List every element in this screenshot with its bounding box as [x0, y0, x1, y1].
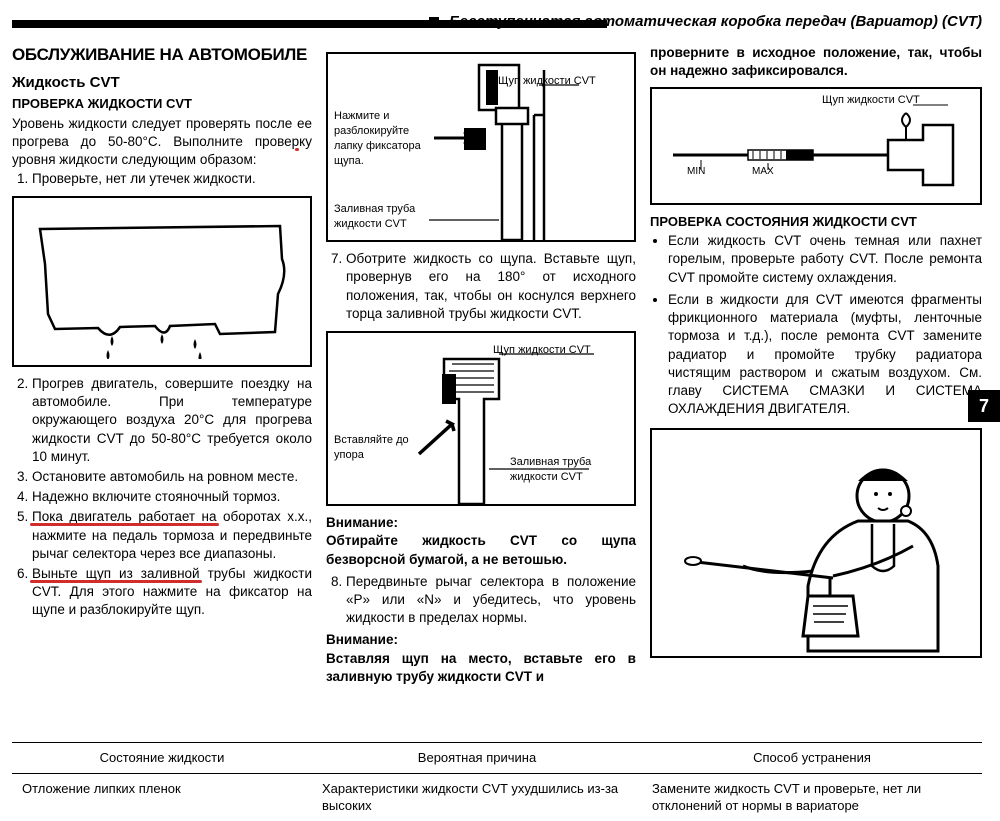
figure-dipstick-range: Щуп жидкости CVT HOT MAX MIN — [650, 87, 982, 205]
figure-mechanic-illustration — [650, 428, 982, 658]
attention-2-text: Вставляя щуп на место, вставьте его в за… — [326, 651, 636, 684]
label-insert: Вставляйте до упора — [334, 433, 414, 463]
column-right: проверните в исходное положение, так, чт… — [650, 44, 982, 690]
diagnosis-table: Состояние жидкости Вероятная причина Спо… — [12, 742, 982, 821]
table-header-condition: Состояние жидкости — [12, 743, 312, 773]
dipstick-range-svg — [658, 95, 968, 201]
bullet-dark-fluid: Если жидкость CVT очень темная или пахне… — [668, 232, 982, 287]
label-tube: Заливная труба жидкости CVT — [334, 202, 434, 232]
subsection-heading: Жидкость CVT — [12, 73, 312, 93]
attention-2-label: Внимание: — [326, 632, 398, 647]
step-4: Надежно включите стояночный тормоз. — [32, 488, 312, 506]
chapter-header: Бесступенчатая автоматическая коробка пе… — [12, 12, 982, 36]
step-1: Проверьте, нет ли утечек жидкости. — [32, 170, 312, 188]
intro-paragraph: Уровень жидкости следует проверять после… — [12, 115, 312, 170]
table-row: Отложение липких пленок Характеристики ж… — [12, 774, 982, 821]
fluid-condition-heading: ПРОВЕРКА СОСТОЯНИЯ ЖИДКОСТИ CVT — [650, 213, 982, 231]
step-2: Прогрев двигатель, совершите поездку на … — [32, 375, 312, 466]
label-max: MAX — [752, 165, 774, 179]
attention-1: Внимание: Обтирайте жидкость CVT со щупа… — [326, 514, 636, 569]
attention-1-label: Внимание: — [326, 515, 398, 530]
chapter-title: Бесступенчатая автоматическая коробка пе… — [449, 13, 982, 30]
step-3: Остановите автомобиль на ровном месте. — [32, 468, 312, 486]
intro-text-pre: Уровень жидкости следует проверять после — [12, 116, 297, 131]
table-header-cause: Вероятная причина — [312, 743, 642, 773]
cell-condition: Отложение липких пленок — [12, 774, 312, 821]
bullet-friction-material: Если в жидкости для CVT имеются фрагмент… — [668, 291, 982, 419]
label-dipstick-2: Щуп жидкости CVT — [493, 343, 591, 358]
label-tube-2: Заливная труба жидкости CVT — [510, 455, 610, 485]
highlighted-dipstick: Выньте щуп из заливной — [32, 566, 200, 581]
label-press: Нажмите и разблокируйте лапку фиксатора … — [334, 109, 434, 168]
step-8: Передвиньте рычаг селектора в положение … — [346, 573, 636, 628]
leak-diagram-svg — [20, 204, 310, 359]
continuation-text: проверните в исходное положение, так, чт… — [650, 44, 982, 80]
page-number-tab: 7 — [968, 390, 1000, 422]
attention-2: Внимание: Вставляя щуп на место, вставьт… — [326, 631, 636, 686]
attention-1-text: Обтирайте жидкость CVT со щупа безворсно… — [326, 533, 636, 566]
figure-dipstick-insert: Щуп жидкости CVT Вставляйте до упора Зал… — [326, 331, 636, 506]
table-header-row: Состояние жидкости Вероятная причина Спо… — [12, 743, 982, 774]
highlighted-idle: Пока двигатель работает на — [32, 509, 217, 524]
column-left: ОБСЛУЖИВАНИЕ НА АВТОМОБИЛЕ Жидкость CVT … — [12, 44, 312, 690]
label-min: MIN — [687, 165, 705, 179]
cell-fix: Замените жидкость CVT и проверьте, нет л… — [642, 774, 982, 821]
header-square-icon — [429, 17, 439, 27]
table-header-fix: Способ устранения — [642, 743, 982, 773]
figure-leak-check — [12, 196, 312, 367]
label-dipstick: Щуп жидкости CVT — [498, 74, 596, 89]
figure-dipstick-unlock: Щуп жидкости CVT Нажмите и разблокируйте… — [326, 52, 636, 242]
label-dipstick-3: Щуп жидкости CVT — [822, 93, 920, 108]
mechanic-svg — [658, 436, 968, 654]
label-hot: HOT — [789, 147, 808, 159]
cell-cause: Характеристики жидкости CVT ухудшились и… — [312, 774, 642, 821]
step-5: Пока двигатель работает на оборотах х.х.… — [32, 508, 312, 563]
step-7: Оботрите жидкость со щупа. Вставьте щуп,… — [346, 250, 636, 323]
column-middle: Щуп жидкости CVT Нажмите и разблокируйте… — [326, 44, 636, 690]
step-6: Выньте щуп из заливной трубы жидкости CV… — [32, 565, 312, 620]
subsubsection-heading: ПРОВЕРКА ЖИДКОСТИ CVT — [12, 95, 312, 113]
section-heading: ОБСЛУЖИВАНИЕ НА АВТОМОБИЛЕ — [12, 44, 312, 67]
